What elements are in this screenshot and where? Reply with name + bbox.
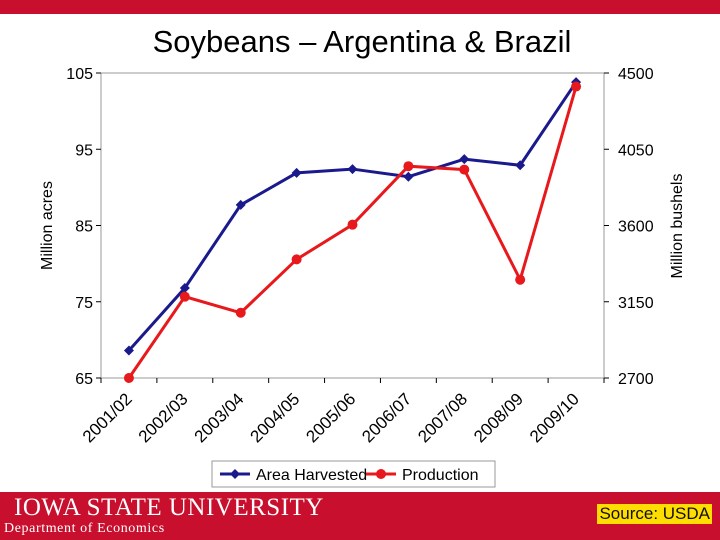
legend-marker	[376, 469, 386, 479]
y2-tick-label: 4500	[618, 66, 654, 83]
y-tick-label: 105	[66, 66, 93, 83]
x-tick-label: 2007/08	[414, 389, 471, 446]
series-line	[127, 81, 578, 352]
source-label: Source: USDA	[597, 504, 712, 524]
x-tick-label: 2001/02	[79, 389, 136, 446]
data-point	[403, 171, 414, 182]
data-point	[459, 164, 470, 175]
x-tick-label: 2003/04	[191, 389, 248, 446]
x-tick-label: 2008/09	[470, 389, 527, 446]
series-line	[127, 86, 578, 379]
x-tick-label: 2004/05	[247, 389, 304, 446]
y-tick-label: 95	[75, 142, 93, 159]
data-point	[179, 283, 190, 294]
data-point	[403, 161, 414, 172]
data-point	[347, 164, 358, 175]
legend-marker	[230, 469, 240, 479]
data-point	[347, 219, 358, 230]
y2-axis-label: Million bushels	[669, 174, 686, 279]
data-point	[515, 274, 526, 285]
data-point	[291, 167, 302, 178]
y2-tick-label: 4050	[618, 142, 654, 159]
data-point	[291, 254, 302, 265]
x-tick-label: 2009/10	[526, 389, 583, 446]
y-tick-label: 65	[75, 371, 93, 388]
y-tick-label: 75	[75, 295, 93, 312]
data-point	[235, 199, 246, 210]
department-label: Department of Economics	[4, 521, 165, 536]
university-logo: IOWA STATE UNIVERSITY	[14, 494, 324, 521]
data-point	[235, 307, 246, 318]
data-point	[571, 81, 582, 92]
y-axis-label: Million acres	[39, 181, 56, 270]
y2-tick-label: 3600	[618, 219, 654, 236]
x-tick-label: 2005/06	[302, 389, 359, 446]
data-point	[459, 154, 470, 165]
y2-tick-label: 3150	[618, 295, 654, 312]
top-accent-bar	[0, 0, 720, 14]
chart-title: Soybeans – Argentina & Brazil	[152, 24, 572, 59]
chart: 65758595105270031503600405045002001/0220…	[39, 66, 686, 488]
legend	[211, 460, 496, 488]
y2-tick-label: 2700	[618, 371, 654, 388]
footer-bar: IOWA STATE UNIVERSITY Department of Econ…	[0, 492, 720, 540]
x-tick-label: 2002/03	[135, 389, 192, 446]
legend-label: Production	[402, 467, 479, 484]
legend-label: Area Harvested	[256, 467, 367, 484]
data-point	[179, 291, 190, 302]
x-tick-label: 2006/07	[358, 389, 415, 446]
data-point	[123, 345, 134, 356]
data-point	[515, 160, 526, 171]
data-point	[123, 373, 134, 383]
y-tick-label: 85	[75, 219, 93, 236]
